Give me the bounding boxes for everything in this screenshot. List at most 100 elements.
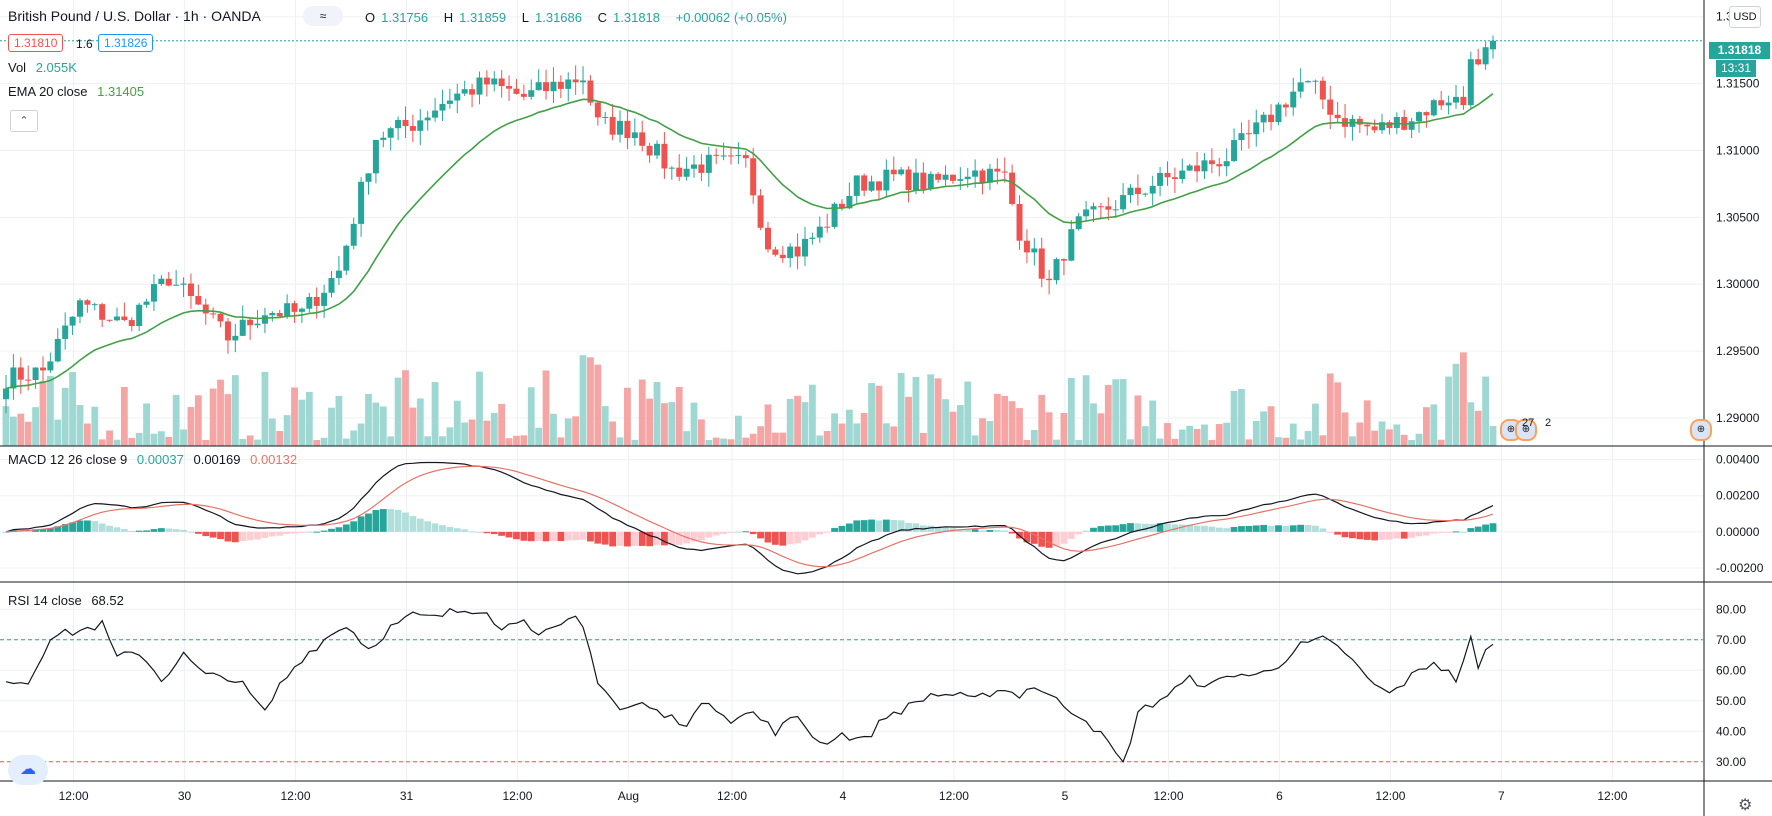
candle-body <box>557 81 564 89</box>
macd-hist-bar <box>1112 525 1120 532</box>
volume-bar <box>690 402 698 446</box>
candle-body <box>831 203 838 227</box>
macd-hist-bar <box>46 528 54 532</box>
candle-body <box>1275 104 1282 123</box>
macd-hist-bar <box>1282 525 1290 532</box>
volume-bar <box>601 406 609 446</box>
macd-hist-bar <box>1038 531 1046 547</box>
macd-hist-bar <box>572 531 580 541</box>
candle-body <box>801 238 808 257</box>
volume-bar <box>1023 439 1031 446</box>
macd-hist-bar <box>157 528 165 532</box>
volume-bar <box>808 384 816 446</box>
volume-bar <box>24 421 32 446</box>
candle-body <box>1408 121 1415 130</box>
macd-hist-bar <box>587 531 594 542</box>
volume-bar <box>1363 400 1371 446</box>
candle-body <box>912 172 919 191</box>
candle-body <box>365 173 372 182</box>
uk-flag-event-icon-right[interactable]: ⊕ <box>1690 419 1712 441</box>
candle-body <box>1312 80 1319 82</box>
us-flag-event-icon[interactable]: ⊕ <box>1515 419 1537 441</box>
collapse-legend-button[interactable]: ⌃ <box>10 110 38 132</box>
macd-hist-bar <box>1334 531 1342 535</box>
volume-bar <box>379 406 387 446</box>
time-tick-label: 12:00 <box>502 789 532 803</box>
macd-hist-bar <box>757 531 764 539</box>
macd-hist-bar <box>1023 531 1031 543</box>
macd-hist-bar <box>986 530 994 532</box>
candle-body <box>942 174 949 180</box>
settings-gear-icon[interactable]: ⚙ <box>1738 797 1753 814</box>
symbol-title[interactable]: British Pound / U.S. Dollar · 1h · OANDA <box>8 8 261 24</box>
tradingview-logo-icon[interactable]: ☁ <box>8 755 48 785</box>
ohlc-close-label: C <box>597 10 608 25</box>
volume-bar <box>1193 428 1201 446</box>
candle-body <box>1445 102 1452 106</box>
volume-bar <box>890 426 898 446</box>
candle-body <box>1068 229 1075 261</box>
macd-hist-bar <box>1312 525 1319 532</box>
volume-bar <box>1053 439 1060 446</box>
candle-body <box>395 119 402 129</box>
candle-body <box>136 304 143 327</box>
macd-hist-bar <box>1223 528 1231 532</box>
volume-bar <box>1386 429 1393 446</box>
candle-body <box>247 319 254 326</box>
volume-bar <box>1430 404 1438 446</box>
ask-price-button[interactable]: 1.31826 <box>98 34 154 52</box>
volume-bar <box>1356 422 1364 446</box>
volume-bar <box>461 422 469 446</box>
macd-hist-bar <box>1474 526 1482 532</box>
candle-body <box>439 103 446 111</box>
macd-hist-bar <box>365 513 372 532</box>
rsi-label: RSI 14 close <box>8 593 82 608</box>
macd-hist-bar <box>1090 527 1097 532</box>
macd-hist-bar <box>727 531 735 533</box>
currency-button[interactable]: USD <box>1729 6 1761 28</box>
volume-bar <box>1349 436 1356 446</box>
volume-bar <box>483 420 491 446</box>
macd-hist-bar <box>372 510 380 532</box>
macd-hist-bar <box>490 531 498 535</box>
macd-hist-bar <box>956 528 964 532</box>
price-candles <box>3 35 1496 414</box>
macd-hist-bar <box>631 531 639 546</box>
macd-hist-bar <box>1178 524 1186 532</box>
volume-bar <box>1341 412 1349 446</box>
macd-hist-bar <box>172 529 180 532</box>
candle-body <box>91 304 98 306</box>
volume-bar <box>313 439 321 446</box>
volume-bar <box>557 437 565 446</box>
bid-price-button[interactable]: 1.31810 <box>8 34 64 52</box>
rsi-tick-label: 70.00 <box>1716 633 1746 647</box>
macd-hist-bar <box>239 531 247 541</box>
volume-bar <box>845 409 853 446</box>
volume-bar <box>268 418 276 446</box>
candle-body <box>1134 187 1141 195</box>
indicators-toggle-icon[interactable]: ≈ <box>303 6 343 26</box>
volume-bar <box>579 355 587 446</box>
macd-hist-bar <box>838 525 846 532</box>
volume-bar <box>638 379 646 446</box>
macd-hist-bar <box>1437 531 1445 533</box>
candle-body <box>1090 206 1097 210</box>
macd-hist-bar <box>1408 531 1416 538</box>
candle-body <box>742 155 749 159</box>
macd-hist-bar <box>1489 523 1497 532</box>
macd-hist-bar <box>816 531 824 535</box>
candle-body <box>1097 206 1104 208</box>
candle-body <box>254 323 261 326</box>
volume-bar <box>490 412 498 446</box>
volume-bar <box>1215 424 1223 446</box>
candle-body <box>720 155 727 157</box>
volume-bar <box>76 404 84 446</box>
volume-bar <box>542 370 550 446</box>
macd-hist-bar <box>942 527 949 532</box>
candle-body <box>1253 122 1260 135</box>
macd-line-value: 0.00169 <box>193 452 241 467</box>
macd-hist-bar <box>1445 531 1453 533</box>
macd-hist-bar <box>705 531 713 538</box>
macd-hist-bar <box>217 531 224 540</box>
